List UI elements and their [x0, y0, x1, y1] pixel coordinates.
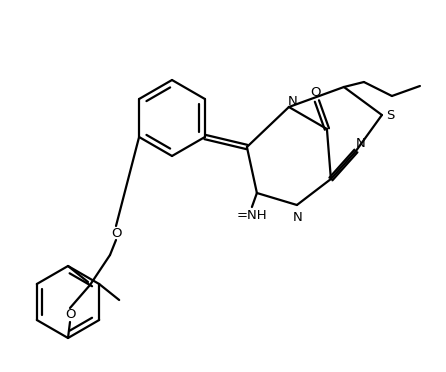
Text: S: S: [386, 109, 394, 122]
Text: O: O: [311, 86, 321, 99]
Text: O: O: [111, 227, 121, 240]
Text: N: N: [288, 94, 298, 108]
Text: O: O: [65, 308, 75, 321]
Text: N: N: [356, 137, 366, 150]
Text: =NH: =NH: [236, 208, 267, 221]
Text: N: N: [293, 211, 303, 224]
